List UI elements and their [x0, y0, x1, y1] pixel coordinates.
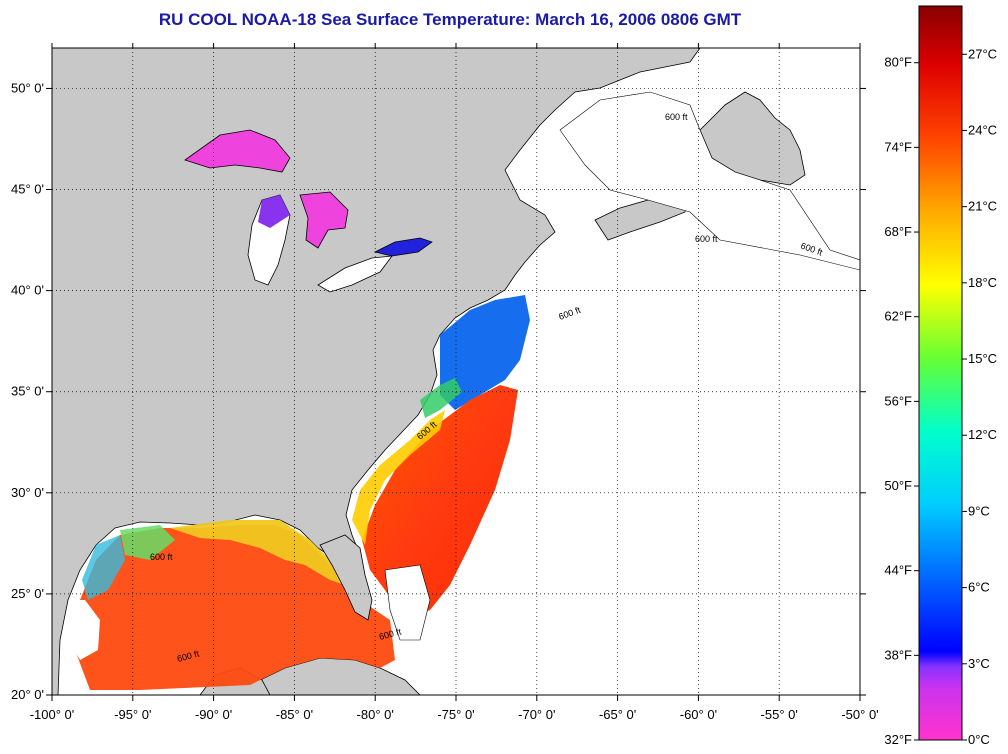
- colorbar-f-label: 56°F: [884, 393, 912, 408]
- colorbar-f-label: 32°F: [884, 732, 912, 747]
- lake-huron: [299, 191, 349, 249]
- isobath-label: 600 ft: [150, 552, 173, 562]
- x-tick-label: -85° 0': [276, 707, 313, 722]
- x-tick-label: -55° 0': [761, 707, 798, 722]
- colorbar-c-label: 27°C: [968, 46, 997, 61]
- isobath-label: 600 ft: [695, 234, 718, 244]
- gulf-sst-west-cool: [82, 535, 125, 600]
- y-tick-label: 35° 0': [11, 384, 44, 399]
- atlantic-sst-gulfstream: [362, 385, 518, 620]
- colorbar-c-label: 9°C: [968, 503, 990, 518]
- colorbar-f-label: 50°F: [884, 478, 912, 493]
- colorbar-fahrenheit-ticks: 32°F 38°F 44°F 50°F 56°F 62°F 68°F 74°F 80°F: [884, 55, 919, 747]
- atlantic-sst-shelf-cool: [440, 295, 530, 410]
- lake-ontario: [373, 237, 433, 257]
- colorbar-c-label: 3°C: [968, 656, 990, 671]
- y-tick-label: 20° 0': [11, 687, 44, 702]
- colorbar-c-label: 18°C: [968, 275, 997, 290]
- atlantic-sst-mid: [420, 378, 462, 418]
- y-tick-label: 40° 0': [11, 283, 44, 298]
- land-florida: [319, 534, 373, 621]
- x-tick-label: -50° 0': [841, 707, 878, 722]
- st-lawrence-shelf: [559, 91, 860, 271]
- colorbar-c-label: 24°C: [968, 122, 997, 137]
- lake-superior: [184, 129, 291, 173]
- colorbar-c-label: 15°C: [968, 351, 997, 366]
- y-tick-label: 50° 0': [11, 80, 44, 95]
- map-title: RU COOL NOAA-18 Sea Surface Temperature:…: [158, 10, 742, 29]
- y-tick-label: 25° 0': [11, 586, 44, 601]
- x-tick-label: -95° 0': [114, 707, 151, 722]
- isobath-label: 600 ft: [665, 112, 688, 122]
- atlantic-sst-slope: [352, 410, 445, 545]
- y-tick-label: 30° 0': [11, 485, 44, 500]
- bahamas-banks: [384, 564, 431, 641]
- x-tick-label: -80° 0': [357, 707, 394, 722]
- y-tick-label: 45° 0': [11, 182, 44, 197]
- x-tick-label: -90° 0': [195, 707, 232, 722]
- colorbar-c-label: 21°C: [968, 199, 997, 214]
- x-tick-label: -100° 0': [30, 707, 75, 722]
- x-tick-label: -65° 0': [599, 707, 636, 722]
- colorbar-f-label: 74°F: [884, 139, 912, 154]
- gulf-sst-cool: [120, 525, 175, 560]
- colorbar-f-label: 80°F: [884, 55, 912, 70]
- land-north-america: [52, 48, 701, 695]
- colorbar-c-label: 6°C: [968, 580, 990, 595]
- x-tick-label: -70° 0': [518, 707, 555, 722]
- gulf-sst-texas-shelf: [68, 600, 100, 660]
- colorbar-f-label: 44°F: [884, 563, 912, 578]
- colorbar-c-label: 12°C: [968, 427, 997, 442]
- colorbar-celsius-ticks: 0°C 3°C 6°C 9°C 12°C 15°C 18°C 21°C 24°C 27°C: [962, 46, 997, 747]
- x-tick-label: -75° 0': [437, 707, 474, 722]
- colorbar: [918, 5, 963, 741]
- lake-erie: [317, 255, 393, 293]
- x-tick-label: -60° 0': [680, 707, 717, 722]
- colorbar-f-label: 68°F: [884, 224, 912, 239]
- lake-michigan-north: [258, 195, 290, 228]
- colorbar-c-label: 0°C: [968, 732, 990, 747]
- colorbar-f-label: 38°F: [884, 647, 912, 662]
- longitude-ticks: -100° 0' -95° 0' -90° 0' -85° 0' -80° 0' -75°…: [30, 43, 879, 722]
- latitude-ticks: 20° 0' 25° 0' 30° 0' 35° 0' 40° 0' 45° 0' 50° …: [11, 80, 866, 702]
- colorbar-f-label: 62°F: [884, 309, 912, 324]
- graticule: [52, 48, 860, 695]
